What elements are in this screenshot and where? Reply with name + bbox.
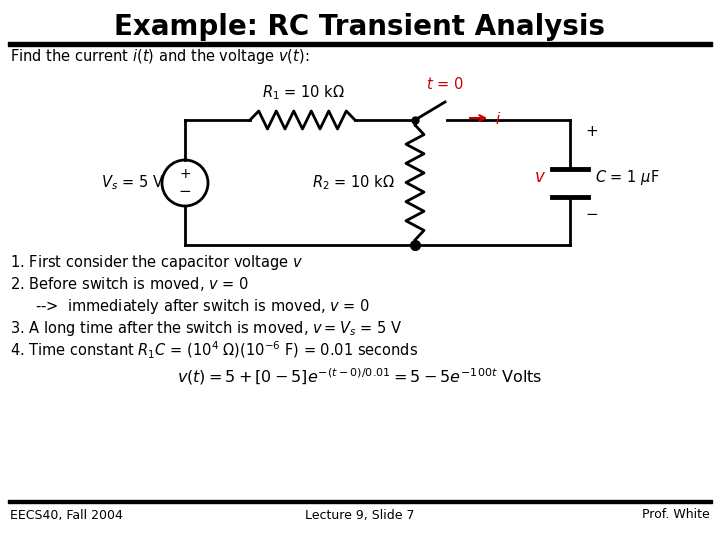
Text: $i$: $i$ <box>495 111 501 127</box>
Text: +: + <box>179 167 191 181</box>
Text: $C$ = 1 $\mu$F: $C$ = 1 $\mu$F <box>595 168 660 187</box>
Text: $t$ = 0: $t$ = 0 <box>426 76 464 92</box>
Text: Example: RC Transient Analysis: Example: RC Transient Analysis <box>114 13 606 41</box>
Text: +: + <box>585 125 598 139</box>
Text: 1. First consider the capacitor voltage $v$: 1. First consider the capacitor voltage … <box>10 253 303 272</box>
Text: −: − <box>585 207 598 222</box>
Text: $R_2$ = 10 k$\Omega$: $R_2$ = 10 k$\Omega$ <box>312 173 395 192</box>
Text: 3. A long time after the switch is moved, $v = V_s$ = 5 V: 3. A long time after the switch is moved… <box>10 319 402 338</box>
Text: Lecture 9, Slide 7: Lecture 9, Slide 7 <box>305 509 415 522</box>
Text: $v$: $v$ <box>534 168 546 186</box>
Text: -->  immediately after switch is moved, $v$ = 0: --> immediately after switch is moved, $… <box>35 296 370 315</box>
Text: EECS40, Fall 2004: EECS40, Fall 2004 <box>10 509 123 522</box>
Text: $R_1$ = 10 k$\Omega$: $R_1$ = 10 k$\Omega$ <box>261 83 344 102</box>
Text: $V_s$ = 5 V: $V_s$ = 5 V <box>102 174 165 192</box>
Text: 2. Before switch is moved, $v$ = 0: 2. Before switch is moved, $v$ = 0 <box>10 275 249 293</box>
Text: 4. Time constant $R_1C$ = (10$^4$ Ω)(10$^{-6}$ F) = 0.01 seconds: 4. Time constant $R_1C$ = (10$^4$ Ω)(10$… <box>10 340 418 361</box>
Text: $v(t) = 5 + \left[0 - 5\right]e^{-(t-0)/0.01} = 5 - 5e^{-100t}\ \mathrm{Volts}$: $v(t) = 5 + \left[0 - 5\right]e^{-(t-0)/… <box>177 367 543 387</box>
Text: −: − <box>179 185 192 199</box>
Text: Prof. White: Prof. White <box>642 509 710 522</box>
Text: Find the current $i(t)$ and the voltage $v(t)$:: Find the current $i(t)$ and the voltage … <box>10 46 310 65</box>
